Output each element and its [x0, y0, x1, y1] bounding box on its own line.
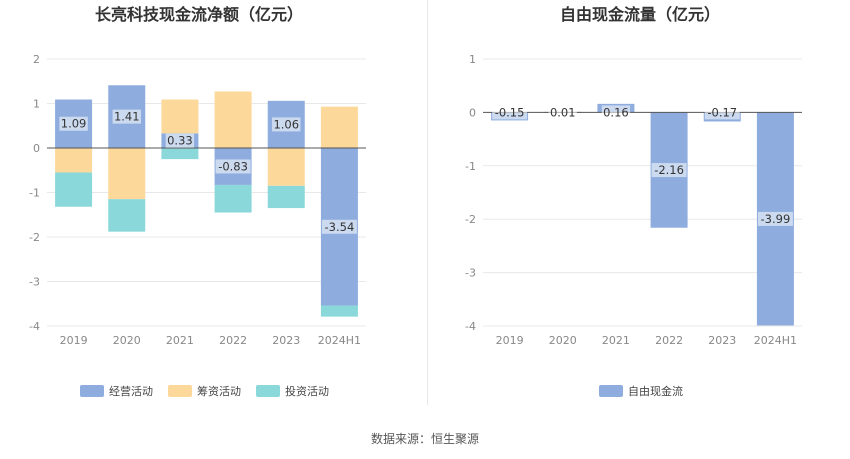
fcf-x-tick-label: 2023	[708, 334, 736, 347]
fcf-chart-title: 自由现金流量（亿元）	[560, 5, 720, 24]
fcf-y-tick-label: -1	[465, 160, 476, 173]
fcf-data-label-bg	[548, 105, 577, 120]
cashflow-data-label-bg	[165, 133, 195, 148]
cashflow-x-tick-label: 2019	[60, 334, 88, 347]
cashflow-legend-label-financing: 筹资活动	[197, 384, 241, 398]
fcf-y-tick-label: -4	[465, 320, 476, 333]
cashflow-bar-financing	[267, 148, 305, 186]
fcf-data-label: -0.15	[495, 105, 525, 119]
cashflow-bar-financing	[55, 148, 93, 173]
cashflow-bar-investing	[214, 184, 252, 213]
fcf-data-label-bg	[601, 105, 631, 120]
cashflow-chart-title: 长亮科技现金流净额（亿元）	[95, 5, 303, 24]
cashflow-y-tick-label: -4	[29, 320, 40, 333]
cashflow-bar-investing	[320, 305, 358, 317]
fcf-data-label-bg	[651, 163, 687, 178]
fcf-x-tick-label: 2020	[549, 334, 577, 347]
cashflow-legend-label-investing: 投资活动	[285, 384, 329, 398]
fcf-x-tick-label: 2019	[496, 334, 524, 347]
cashflow-data-label-bg	[272, 117, 301, 132]
cashflow-legend-swatch-investing	[256, 385, 280, 397]
cashflow-data-label-bg	[59, 116, 88, 131]
cashflow-bar-financing	[214, 91, 252, 148]
cashflow-y-tick-label: -3	[29, 276, 40, 289]
fcf-y-tick-label: -2	[465, 213, 476, 226]
cashflow-data-label: -0.83	[218, 159, 248, 173]
fcf-data-label-bg	[757, 211, 793, 226]
fcf-x-tick-label: 2024H1	[754, 334, 797, 347]
fcf-y-tick-label: 0	[469, 106, 476, 119]
cashflow-data-label: -3.54	[325, 220, 355, 234]
cashflow-data-label-bg	[112, 109, 141, 124]
fcf-data-label: -0.17	[707, 105, 737, 119]
fcf-data-label-bg	[704, 105, 740, 120]
cashflow-data-label: 1.09	[61, 117, 87, 131]
cashflow-x-tick-label: 2024H1	[318, 334, 361, 347]
cashflow-y-tick-label: -2	[29, 231, 40, 244]
cashflow-y-tick-label: -1	[29, 187, 40, 200]
cashflow-x-tick-label: 2021	[166, 334, 194, 347]
fcf-data-label: -2.16	[654, 163, 684, 177]
cashflow-bar-financing	[320, 106, 358, 148]
fcf-y-tick-label: 1	[469, 53, 476, 66]
fcf-data-label: -3.99	[761, 212, 791, 226]
cashflow-x-tick-label: 2020	[113, 334, 141, 347]
fcf-data-label: 0.01	[550, 105, 576, 119]
cashflow-data-label: 0.33	[167, 134, 193, 148]
panel-divider	[427, 0, 428, 405]
cashflow-y-tick-label: 0	[33, 142, 40, 155]
cashflow-bar-investing	[267, 185, 305, 209]
fcf-legend-swatch-fcf	[599, 385, 623, 397]
cashflow-legend-swatch-operating	[80, 385, 104, 397]
cashflow-data-label-bg	[321, 219, 357, 234]
cashflow-data-label-bg	[215, 159, 251, 174]
cashflow-legend-label-operating: 经营活动	[109, 384, 153, 398]
fcf-x-tick-label: 2021	[602, 334, 630, 347]
cashflow-legend-swatch-financing	[168, 385, 192, 397]
cashflow-bar-financing	[161, 99, 199, 134]
fcf-y-tick-label: -3	[465, 267, 476, 280]
cashflow-bar-investing	[108, 199, 146, 232]
cashflow-bar-investing	[161, 148, 199, 160]
fcf-data-label: 0.16	[603, 105, 629, 119]
cashflow-y-tick-label: 2	[33, 53, 40, 66]
fcf-legend-label-fcf: 自由现金流	[628, 384, 683, 398]
cashflow-data-label: 1.41	[114, 110, 140, 124]
data-source-note: 数据来源：恒生聚源	[370, 432, 479, 446]
cashflow-bar-investing	[55, 172, 93, 207]
cashflow-bar-financing	[108, 148, 146, 200]
cashflow-data-label: 1.06	[273, 117, 299, 131]
fcf-data-label-bg	[492, 105, 528, 120]
cashflow-x-tick-label: 2023	[272, 334, 300, 347]
cashflow-y-tick-label: 1	[33, 98, 40, 111]
fcf-x-tick-label: 2022	[655, 334, 683, 347]
cashflow-x-tick-label: 2022	[219, 334, 247, 347]
